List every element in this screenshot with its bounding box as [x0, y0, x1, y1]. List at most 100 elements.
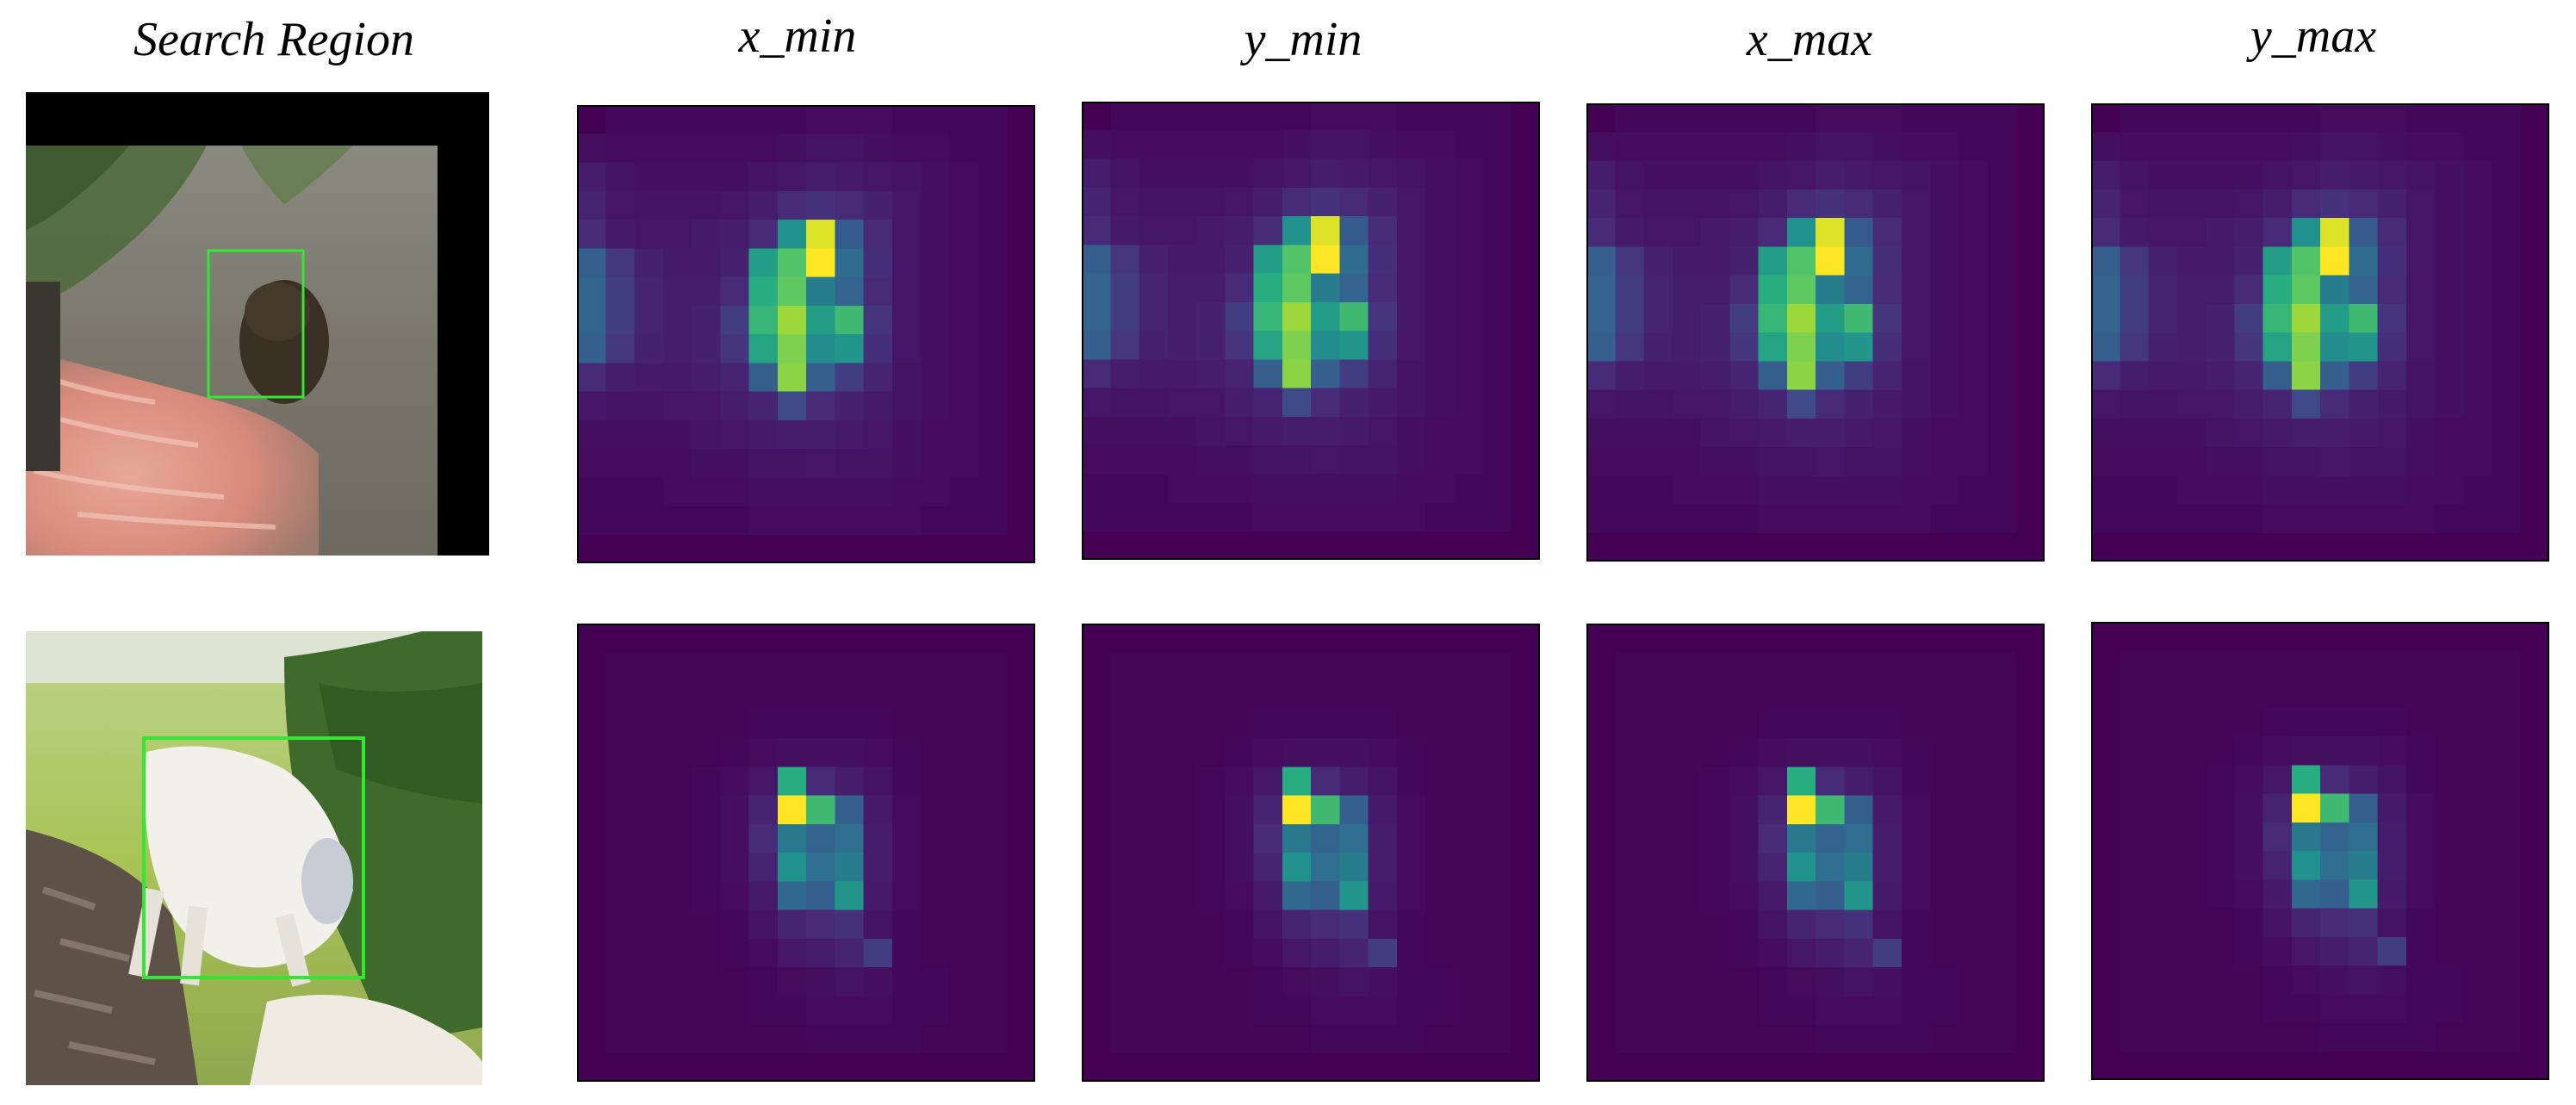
heatmap-cell: [1872, 853, 1903, 882]
heatmap-cell: [1167, 102, 1197, 131]
heatmap-cell: [2263, 936, 2293, 966]
heatmap-cell: [1786, 103, 1816, 133]
heatmap-cell: [2377, 936, 2407, 966]
heatmap-cell: [2320, 504, 2349, 534]
heatmap-cell: [1368, 102, 1398, 131]
heatmap-cell: [978, 853, 1008, 882]
heatmap-cell: [921, 276, 950, 307]
heatmap-cell: [949, 881, 979, 911]
heatmap-cell: [1253, 273, 1283, 303]
heatmap-cell: [1672, 1052, 1702, 1082]
heatmap-cell: [1816, 853, 1845, 882]
heatmap-cell: [2463, 851, 2493, 880]
heatmap-cell: [1253, 331, 1283, 360]
heatmap-cell: [1643, 103, 1673, 133]
heatmap-cell: [2349, 303, 2379, 333]
heatmap-cell: [1729, 189, 1760, 219]
heatmap-cell: [1139, 102, 1169, 131]
heatmap-cell: [1006, 909, 1035, 940]
heatmap-cell: [634, 105, 664, 134]
heatmap-cell: [634, 190, 664, 220]
heatmap-cell: [1701, 1052, 1730, 1082]
heatmap-cell: [806, 1052, 835, 1082]
heatmap-cell: [1454, 881, 1484, 911]
heatmap-cell: [692, 190, 721, 220]
heatmap-cell: [1454, 967, 1484, 996]
heatmap-cell: [1006, 190, 1035, 220]
heatmap-cell: [2492, 189, 2522, 219]
heatmap-cell: [2091, 218, 2120, 247]
heatmap-cell: [1816, 767, 1845, 797]
heatmap-cell: [1643, 652, 1673, 682]
heatmap-cell: [1339, 216, 1369, 245]
heatmap-cell: [2435, 132, 2464, 162]
heatmap-cell: [835, 624, 865, 653]
heatmap-cell: [1006, 276, 1035, 307]
heatmap-cell: [1110, 996, 1140, 1026]
heatmap-cell: [2463, 822, 2493, 852]
heatmap-cell: [2234, 132, 2264, 162]
heatmap-cell: [1844, 418, 1874, 448]
heatmap-cell: [978, 449, 1008, 478]
heatmap-cell: [2015, 909, 2045, 940]
heatmap-cell: [1758, 246, 1788, 276]
heatmap-cell: [2291, 994, 2321, 1024]
heatmap-cell: [921, 506, 950, 536]
heatmap-cell: [1643, 881, 1673, 911]
heatmap-cell: [2176, 765, 2207, 795]
heatmap-cell: [1339, 130, 1369, 160]
heatmap-cell: [2320, 532, 2349, 562]
heatmap-cell: [1872, 996, 1903, 1026]
heatmap-cell: [978, 334, 1008, 363]
heatmap-cell: [978, 881, 1008, 911]
heatmap-cell: [978, 363, 1008, 393]
heatmap-cell: [1425, 102, 1455, 131]
heatmap-cell: [1701, 532, 1730, 562]
heatmap-cell: [806, 363, 835, 393]
heatmap-cell: [1368, 158, 1398, 189]
heatmap-cell: [1425, 823, 1455, 854]
heatmap-cell: [2263, 532, 2293, 562]
heatmap-cell: [1643, 246, 1673, 276]
heatmap-cell: [2206, 1051, 2235, 1080]
heatmap-cell: [2120, 189, 2150, 219]
heatmap-cell: [1482, 853, 1512, 882]
heatmap-cell: [2263, 908, 2293, 938]
heatmap-cell: [921, 419, 950, 450]
heatmap-cell: [2091, 965, 2120, 995]
heatmap-cell: [1930, 303, 1959, 333]
heatmap-cell: [1196, 245, 1226, 275]
heatmap-cell: [835, 709, 865, 739]
heatmap-cell: [1958, 680, 1989, 711]
heatmap-cell: [1901, 909, 1931, 940]
heatmap-cell: [1253, 531, 1283, 560]
heatmap-cell: [863, 391, 893, 421]
heatmap-cell: [1311, 738, 1340, 767]
heatmap-cell: [1167, 795, 1197, 825]
heatmap-cell: [2015, 532, 2045, 562]
heatmap-cell: [1643, 996, 1673, 1026]
heatmap-cell: [1482, 967, 1512, 996]
heatmap-cell: [720, 967, 750, 996]
heatmap-cell: [1901, 389, 1931, 419]
heatmap-cell: [634, 709, 664, 739]
heatmap-cell: [1454, 359, 1484, 389]
heatmap-cell: [2176, 1022, 2207, 1052]
heatmap-cell: [2492, 707, 2522, 737]
heatmap-cell: [978, 738, 1008, 767]
heatmap-cell: [2015, 504, 2045, 534]
heatmap-cell: [2176, 189, 2207, 219]
heatmap-cell: [2492, 679, 2522, 709]
heatmap-cell: [1482, 938, 1512, 968]
heatmap-cell: [1311, 680, 1340, 711]
heatmap-cell: [1701, 709, 1730, 739]
heatmap-cell: [1196, 158, 1226, 189]
heatmap-cell: [1872, 823, 1903, 854]
heatmap-cell: [2263, 793, 2293, 823]
heatmap-cell: [1082, 909, 1111, 940]
heatmap-cell: [1396, 130, 1426, 160]
heatmap-cell: [2435, 879, 2464, 909]
heatmap-cell: [1586, 680, 1616, 711]
heatmap-cell: [1196, 1052, 1226, 1082]
heatmap-cell: [1511, 245, 1540, 275]
